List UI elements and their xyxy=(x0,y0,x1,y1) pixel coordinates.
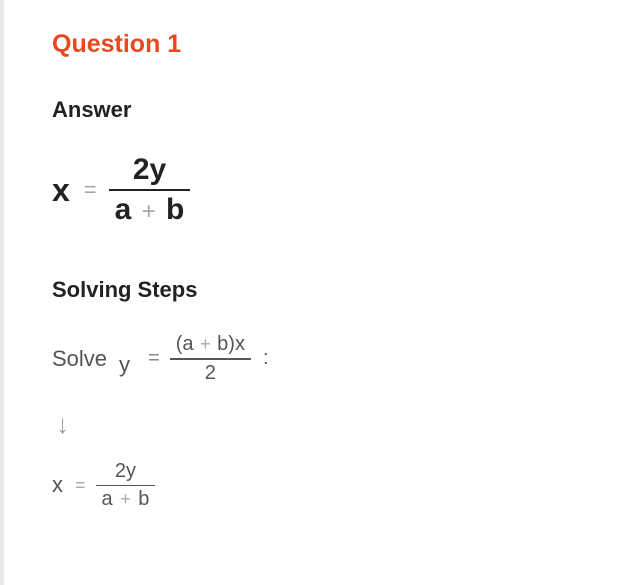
solve-denominator: 2 xyxy=(199,360,222,385)
steps-heading: Solving Steps xyxy=(52,277,569,303)
answer-heading: Answer xyxy=(52,97,569,123)
result-den-a: a xyxy=(102,488,113,510)
denom-a: a xyxy=(115,193,132,226)
denom-b: b xyxy=(166,193,184,226)
solve-text: Solve xyxy=(52,346,107,372)
answer-fraction: 2y a + b xyxy=(109,153,191,227)
answer-lhs: x xyxy=(52,172,70,209)
result-den-b: b xyxy=(138,488,149,510)
arrow-down-icon: ↓ xyxy=(56,409,565,440)
solve-num-plus: + xyxy=(200,334,211,354)
answer-formula: x = 2y a + b xyxy=(52,153,569,227)
question-title: Question 1 xyxy=(52,30,569,59)
solve-num-close: b)x xyxy=(217,333,245,355)
answer-denominator: a + b xyxy=(109,191,191,227)
result-line: x = 2y a + b xyxy=(52,460,569,512)
denom-plus: + xyxy=(142,198,156,225)
solve-num-open: (a xyxy=(176,333,194,355)
result-denominator: a + b xyxy=(96,486,156,511)
result-equals: = xyxy=(75,475,84,496)
result-numerator: 2y xyxy=(109,460,142,485)
solve-fraction: (a + b)x 2 xyxy=(170,333,251,385)
solve-colon: : xyxy=(263,347,269,370)
solve-numerator: (a + b)x xyxy=(170,333,251,358)
solve-equals: = xyxy=(148,347,160,370)
answer-numerator: 2y xyxy=(127,153,172,189)
answer-equals: = xyxy=(84,177,95,203)
result-den-plus: + xyxy=(120,489,131,509)
result-fraction: 2y a + b xyxy=(96,460,156,512)
solve-line: Solve y = (a + b)x 2 : xyxy=(52,333,569,385)
solve-var-y: y xyxy=(119,352,130,378)
result-lhs: x xyxy=(52,472,63,498)
